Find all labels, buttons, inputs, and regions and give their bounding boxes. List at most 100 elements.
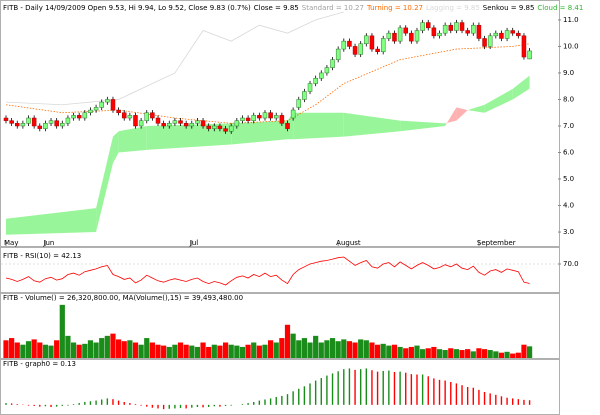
bar xyxy=(363,340,369,358)
candle-body xyxy=(138,120,144,127)
candle-body xyxy=(409,32,414,42)
candle-body xyxy=(31,117,37,127)
candle-body xyxy=(240,117,245,121)
bar xyxy=(67,404,69,406)
candle-body xyxy=(48,120,54,124)
bar xyxy=(50,404,52,407)
candle-body xyxy=(335,48,341,60)
bar xyxy=(224,404,227,406)
cloud-segment xyxy=(112,131,119,164)
bar xyxy=(245,344,251,358)
candle-body xyxy=(442,24,448,34)
legend-entry: Turning = 10.27 xyxy=(366,4,423,12)
bar xyxy=(166,346,172,358)
bar xyxy=(239,346,246,358)
candle-body xyxy=(161,123,166,127)
bar xyxy=(420,349,426,358)
bar xyxy=(256,345,262,358)
bar xyxy=(189,345,195,358)
bar xyxy=(433,378,435,405)
candle-body xyxy=(88,109,93,113)
bar xyxy=(459,350,465,358)
bar xyxy=(515,352,521,358)
panel-title-text: FITB - graph0 = 0.13 xyxy=(3,360,76,368)
candle-body xyxy=(521,35,527,58)
bar xyxy=(365,368,368,405)
bar xyxy=(453,349,459,358)
bar xyxy=(174,404,176,409)
bar xyxy=(466,387,469,405)
cloud-segment xyxy=(456,107,468,121)
bar xyxy=(44,404,47,407)
candle-body xyxy=(448,24,454,31)
candle-body xyxy=(150,112,155,119)
bar xyxy=(414,345,420,358)
bar xyxy=(521,344,527,358)
candle-body xyxy=(352,46,358,55)
candle-body xyxy=(454,22,459,31)
bar xyxy=(504,351,510,358)
bar xyxy=(517,399,520,405)
bar xyxy=(31,339,37,358)
candle-body xyxy=(15,123,20,127)
y-tick-label: 11.0 xyxy=(563,16,579,24)
bar xyxy=(493,351,499,358)
y-tick-label: 4.0 xyxy=(563,202,574,210)
bar xyxy=(391,344,398,358)
bar xyxy=(436,349,443,358)
candle-body xyxy=(273,115,279,119)
bar xyxy=(207,404,210,407)
bar xyxy=(408,346,414,358)
volume-panel-frame xyxy=(0,293,560,359)
bar xyxy=(132,342,139,358)
bar xyxy=(241,404,244,405)
bar xyxy=(438,379,441,405)
legend-entry: Close = 9.85 xyxy=(254,4,299,12)
bar xyxy=(247,403,249,405)
y-tick-label: 6.0 xyxy=(563,148,574,156)
candle-body xyxy=(386,32,392,39)
candle-body xyxy=(71,115,76,119)
y-tick-label: 70.0 xyxy=(563,260,579,268)
candle-body xyxy=(431,27,437,37)
bar xyxy=(42,344,49,358)
bar xyxy=(483,392,486,405)
bar xyxy=(219,404,221,407)
candle-body xyxy=(178,120,183,124)
bar xyxy=(269,398,272,405)
bar xyxy=(234,345,240,358)
bar xyxy=(151,404,154,408)
bar xyxy=(99,338,105,358)
candle-body xyxy=(527,50,532,60)
bar xyxy=(386,345,392,358)
bar xyxy=(487,350,493,358)
bar xyxy=(3,340,9,358)
bar xyxy=(427,376,429,405)
candle-body xyxy=(234,120,240,127)
bar xyxy=(70,342,77,358)
bar xyxy=(87,340,94,358)
bar xyxy=(292,391,294,405)
bar xyxy=(268,340,274,358)
bar xyxy=(489,393,491,405)
bar xyxy=(498,352,505,358)
candle-body xyxy=(217,125,223,129)
bar xyxy=(262,344,268,358)
bar xyxy=(465,349,471,358)
candle-body xyxy=(65,117,71,124)
candle-body xyxy=(290,109,296,119)
y-tick-label: 10.0 xyxy=(563,42,579,50)
bar xyxy=(314,380,317,405)
candle-body xyxy=(251,115,256,121)
bar xyxy=(211,344,217,358)
y-tick-label: 5.0 xyxy=(563,175,574,183)
bar xyxy=(84,402,86,405)
bar xyxy=(331,373,334,405)
bar xyxy=(123,402,125,405)
candle-body xyxy=(105,99,110,103)
cloud-segment xyxy=(445,107,457,126)
candle-body xyxy=(37,125,43,129)
price-panel-frame xyxy=(0,0,560,247)
bar xyxy=(37,342,43,358)
candle-body xyxy=(257,115,262,119)
